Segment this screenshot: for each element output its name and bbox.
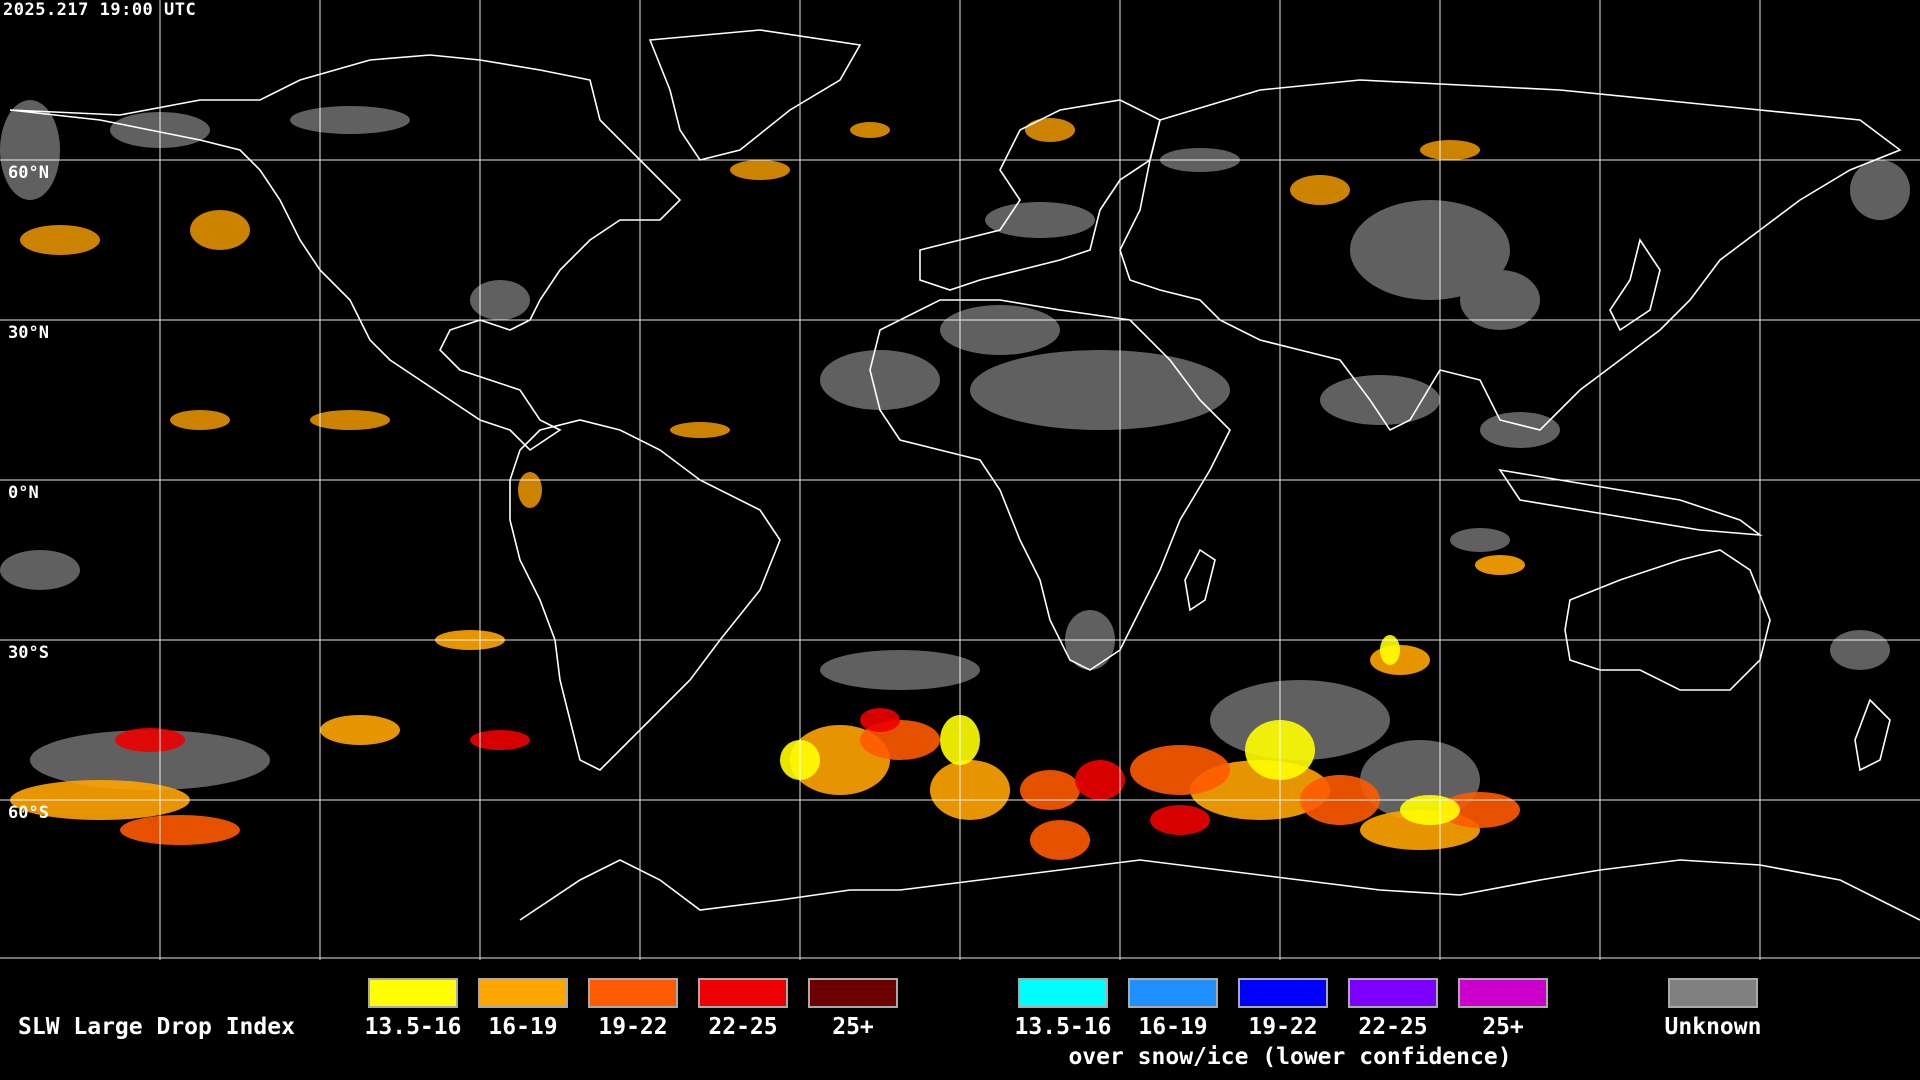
timestamp-label: 2025.217 19:00 UTC xyxy=(3,0,197,20)
lat-label-30n: 30°N xyxy=(8,323,49,343)
legend-label-main-2: 19-22 xyxy=(598,1014,668,1040)
legend-swatch-unknown xyxy=(1668,978,1758,1008)
south-america-coastline xyxy=(509,419,781,771)
legend-label-snow-2: 19-22 xyxy=(1248,1014,1318,1040)
legend-swatch-snow-0 xyxy=(1018,978,1108,1008)
legend-label-main-4: 25+ xyxy=(832,1014,874,1040)
legend-label-snow-0: 13.5-16 xyxy=(1014,1014,1112,1040)
australia-coastline xyxy=(1564,549,1771,691)
legend-label-snow-3: 22-25 xyxy=(1358,1014,1428,1040)
legend-swatch-main-4 xyxy=(808,978,898,1008)
legend-swatch-snow-1 xyxy=(1128,978,1218,1008)
lat-label-60n: 60°N xyxy=(8,163,49,183)
greenland-coastline xyxy=(648,29,862,161)
lat-label-30s: 30°S xyxy=(8,643,49,663)
legend-swatch-main-3 xyxy=(698,978,788,1008)
antarctica-coastline xyxy=(519,859,1920,921)
lat-label-60s: 60°S xyxy=(8,803,49,823)
legend-label-main-0: 13.5-16 xyxy=(364,1014,462,1040)
legend-label-main-1: 16-19 xyxy=(488,1014,558,1040)
legend-swatch-snow-4 xyxy=(1458,978,1548,1008)
madagascar-coastline xyxy=(1184,548,1216,612)
new-zealand-coastline xyxy=(1854,698,1891,772)
legend-title: SLW Large Drop Index xyxy=(18,1014,295,1040)
lat-lon-grid xyxy=(0,0,1920,960)
lat-label-0n: 0°N xyxy=(8,483,39,503)
asia-coastline xyxy=(1119,79,1902,432)
legend-swatch-main-2 xyxy=(588,978,678,1008)
legend-label-snow-1: 16-19 xyxy=(1138,1014,1208,1040)
north-america-coastline xyxy=(9,54,682,452)
snow-ice-note: over snow/ice (lower confidence) xyxy=(1068,1044,1512,1070)
legend-swatch-main-1 xyxy=(478,978,568,1008)
legend-swatch-snow-2 xyxy=(1238,978,1328,1008)
legend-label-snow-4: 25+ xyxy=(1482,1014,1524,1040)
legend-swatch-main-0 xyxy=(368,978,458,1008)
legend-label-main-3: 22-25 xyxy=(708,1014,778,1040)
legend-label-unknown: Unknown xyxy=(1664,1014,1762,1040)
japan-coastline xyxy=(1609,238,1661,332)
legend-swatch-snow-3 xyxy=(1348,978,1438,1008)
world-map xyxy=(0,0,1920,960)
